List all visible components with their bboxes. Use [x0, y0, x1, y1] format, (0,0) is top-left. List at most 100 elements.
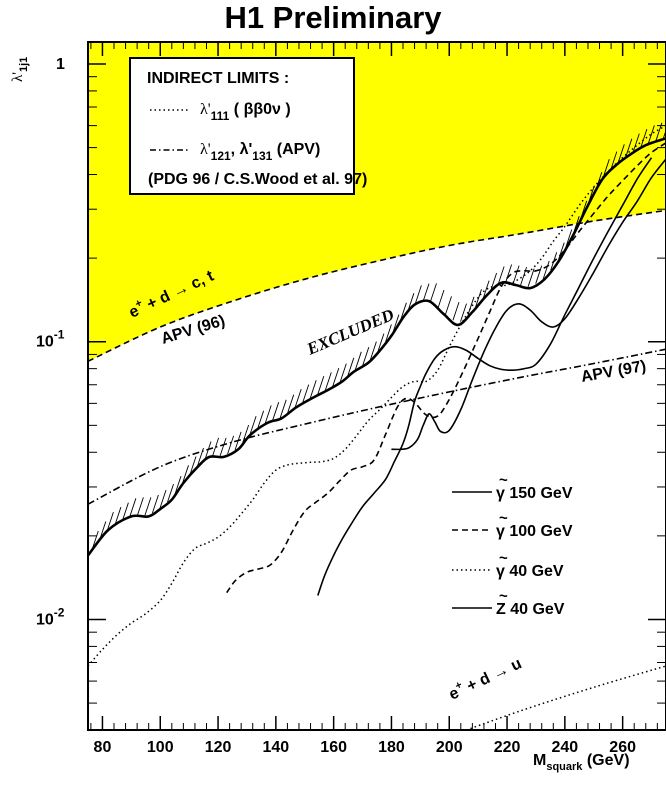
- legend-z40-tilde: ~: [499, 588, 508, 605]
- hatch-line: [324, 372, 332, 391]
- hatch-line: [174, 475, 182, 495]
- hatch-line: [512, 265, 520, 284]
- hatch-line: [475, 289, 482, 308]
- hatch-line: [347, 357, 355, 376]
- hatch-line: [242, 424, 250, 444]
- hatch-line: [151, 494, 159, 514]
- legend-reference: (PDG 96 / C.S.Wood et al. 97): [148, 171, 367, 188]
- legend-lambda111-label: λ'111 ( ββ0ν ): [200, 101, 291, 123]
- hatch-line: [437, 289, 445, 309]
- hatch-line: [535, 265, 543, 284]
- hatch-line: [430, 283, 437, 302]
- hatch-line: [204, 441, 212, 460]
- legend-gamma100-label: γ 100 GeV: [496, 523, 573, 540]
- hatch-line: [106, 511, 114, 531]
- hatch-line: [640, 128, 648, 148]
- hatch-line: [189, 456, 197, 475]
- hatch-line: [520, 266, 528, 286]
- hatch-line: [272, 402, 280, 421]
- legend-gamma40-label: γ 40 GeV: [496, 563, 564, 580]
- hatch-line: [332, 367, 340, 387]
- x-tick-label: 140: [262, 739, 289, 756]
- hatch-line: [362, 347, 370, 366]
- x-tick-label: 100: [147, 739, 174, 756]
- hatch-line: [212, 437, 220, 457]
- x-tick-label: 160: [320, 739, 347, 756]
- series-apv-96-line: [88, 209, 666, 363]
- hatch-line: [159, 489, 167, 509]
- hatch-line: [182, 465, 189, 484]
- hatch-line: [482, 280, 490, 299]
- x-tick-label: 120: [205, 739, 232, 756]
- indirect-limits-box: [129, 57, 355, 195]
- y-tick-label: 10-2: [36, 605, 65, 628]
- hatch-line: [414, 285, 422, 304]
- hatch-line: [557, 242, 565, 261]
- hatch-line: [91, 530, 99, 550]
- hatch-line: [445, 296, 452, 315]
- process-u-label: e+ + d → u: [445, 653, 524, 704]
- hatch-line: [467, 296, 475, 315]
- hatch-line: [249, 416, 257, 435]
- hatch-line: [527, 268, 535, 287]
- hatch-line: [302, 384, 310, 403]
- hatch-line: [647, 125, 655, 144]
- hatch-line: [625, 138, 633, 157]
- plot-frame: [87, 41, 666, 731]
- x-axis-label: Msquark (GeV): [533, 752, 630, 773]
- x-tick-label: 180: [378, 739, 405, 756]
- hatch-line: [354, 351, 362, 370]
- series-apv-97-line: [88, 348, 666, 505]
- x-tick-label: 240: [551, 739, 578, 756]
- hatch-line: [497, 266, 505, 285]
- hatch-line: [505, 264, 513, 283]
- series-layer: [88, 124, 666, 730]
- legend-gamma150-tilde: ~: [499, 472, 508, 489]
- hatch-line: [309, 380, 317, 399]
- scenario-legend: ~ γ 150 GeV ~ γ 100 GeV ~ γ 40 GeV ~ Z 4…: [452, 472, 573, 618]
- axis-ticks: 80 100 120 140 160 180 200 220 240 260 1 10-1 10-2: [36, 42, 666, 756]
- legend-gamma100-tilde: ~: [499, 510, 508, 527]
- indirect-limits-legend: INDIRECT LIMITS : λ'111 ( ββ0ν ) λ'121, …: [129, 57, 367, 195]
- hatch-line: [317, 376, 325, 395]
- hatch-line: [294, 388, 302, 408]
- hatch-line: [384, 324, 392, 343]
- y-tick-label: 1: [56, 56, 65, 73]
- hatch-line: [287, 394, 295, 413]
- hatch-line: [610, 151, 618, 170]
- series-z-40-gev-line: [391, 158, 666, 451]
- hatch-line: [257, 410, 265, 429]
- series--100-gev-line: [226, 142, 666, 594]
- hatch-line: [542, 260, 550, 280]
- hatch-line: [422, 283, 430, 302]
- hatch-line: [279, 399, 287, 418]
- legend-gamma40-tilde: ~: [499, 550, 508, 567]
- hatch-line: [565, 229, 573, 248]
- hatch-line: [264, 405, 272, 424]
- legend-lambda121-label: λ'121, λ'131 (APV): [200, 141, 320, 163]
- excluded-hatching: [91, 122, 666, 550]
- hatch-line: [617, 144, 625, 163]
- series-envelope-line: [88, 137, 666, 557]
- x-tick-label: 220: [494, 739, 521, 756]
- x-tick-label: 80: [94, 739, 112, 756]
- chart-title: H1 Preliminary: [224, 0, 442, 35]
- hatch-line: [369, 341, 377, 360]
- hatch-line: [227, 435, 235, 455]
- legend-gamma150-label: γ 150 GeV: [496, 485, 573, 502]
- x-tick-label: 260: [609, 739, 636, 756]
- hatch-line: [144, 497, 152, 516]
- y-axis-label: λ'1j1: [10, 57, 30, 82]
- excluded-label: EXCLUDED: [303, 305, 397, 359]
- hatch-line: [452, 301, 460, 321]
- hatch-line: [377, 333, 385, 352]
- hatch-line: [114, 506, 122, 526]
- hatch-line: [602, 159, 610, 178]
- hatch-line: [219, 437, 227, 457]
- hatch-line: [121, 502, 129, 521]
- series-e-d-u-line: [464, 665, 666, 730]
- apv97-label: APV (97): [580, 358, 648, 386]
- y-tick-label: 10-1: [36, 328, 65, 351]
- hatch-line: [392, 314, 400, 333]
